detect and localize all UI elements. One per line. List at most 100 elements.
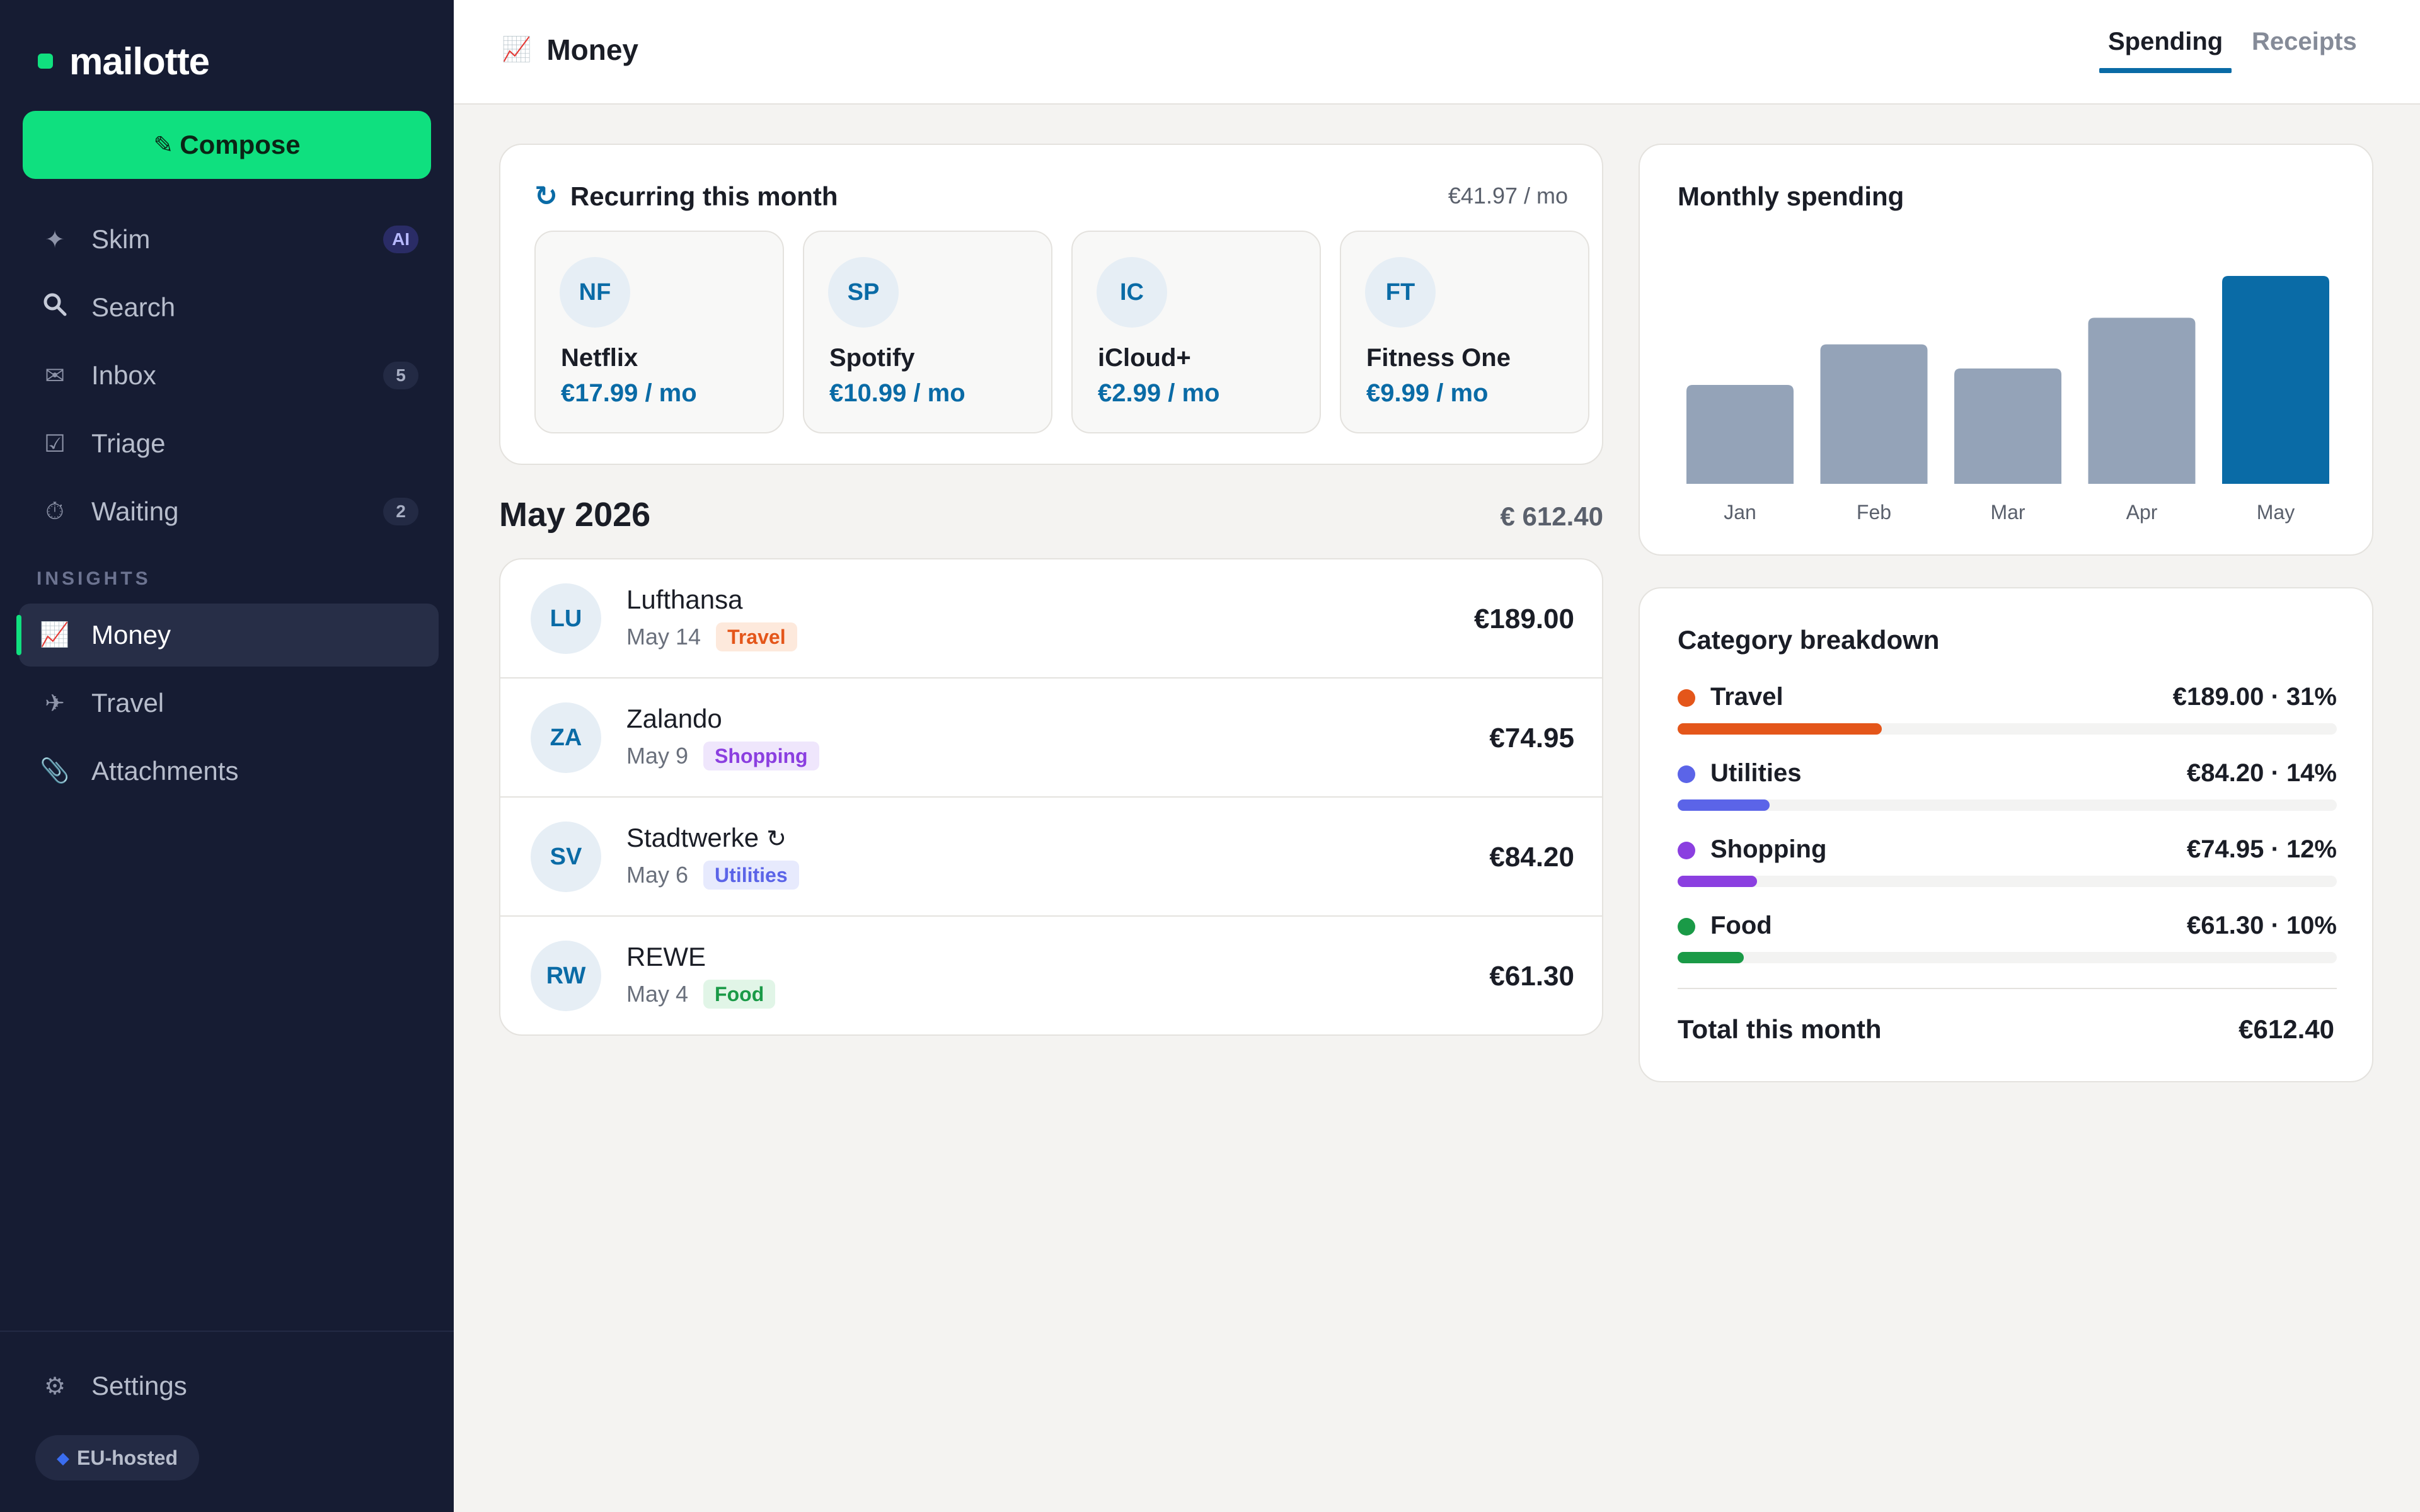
sidebar-item-skim[interactable]: ✦ Skim AI [19, 208, 439, 271]
category-value: €84.20 · 14% [2187, 759, 2337, 787]
category-tag[interactable]: Shopping [703, 742, 819, 770]
table-row[interactable]: ZA Zalando May 9 Shopping €74.95 [500, 679, 1602, 798]
insights-section-label: INSIGHTS [37, 568, 151, 589]
breakdown-row-travel[interactable]: Travel €189.00 · 31% [1678, 682, 2337, 738]
sparkle-icon: ✦ [45, 226, 65, 253]
bar-mar[interactable] [1954, 368, 2061, 484]
app-name: mailotte [69, 40, 210, 83]
transaction-meta: May 14 Travel [626, 622, 797, 651]
category-name: Food [1710, 912, 1772, 939]
sidebar-item-travel[interactable]: ✈ Travel [19, 672, 439, 735]
category-breakdown-card: Category breakdown Travel €189.00 · 31% … [1639, 587, 2373, 1082]
x-tick-label: Jan [1724, 501, 1756, 524]
subscription-card-fitness-one[interactable]: FT Fitness One €9.99 / mo [1340, 231, 1589, 433]
monthly-spending-card: Monthly spending Jan Feb Mar Apr May [1639, 144, 2373, 556]
avatar: NF [560, 257, 630, 328]
monthly-spending-chart: Jan Feb Mar Apr May [1686, 276, 2329, 524]
avatar: ZA [531, 702, 601, 773]
transaction-meta: May 6 Utilities [626, 861, 799, 890]
gear-icon: ⚙ [43, 1373, 66, 1400]
sidebar-item-label: Search [91, 292, 176, 322]
progress-fill [1678, 952, 1744, 963]
bar-feb[interactable] [1820, 344, 1928, 484]
subscription-price: €2.99 / mo [1098, 379, 1220, 407]
category-dot [1678, 842, 1695, 859]
sidebar-item-label: Settings [91, 1371, 187, 1400]
x-tick-label: May [2257, 501, 2295, 524]
category-value: €61.30 · 10% [2187, 912, 2337, 939]
transactions-list: LU Lufthansa May 14 Travel €189.00 ZA Za… [499, 558, 1603, 1036]
app-logo[interactable]: mailotte [38, 39, 210, 83]
merchant-name: Lufthansa [626, 585, 743, 614]
progress-track [1678, 799, 2337, 811]
top-bar: 📈 Money Spending Receipts [454, 0, 2420, 105]
progress-track [1678, 952, 2337, 963]
sidebar: mailotte ✎ Compose ✦ Skim AI Search ✉ In… [0, 0, 454, 1512]
sidebar-item-label: Skim [91, 224, 151, 254]
breakdown-row-utilities[interactable]: Utilities €84.20 · 14% [1678, 758, 2337, 815]
subscription-card-spotify[interactable]: SP Spotify €10.99 / mo [803, 231, 1052, 433]
subscription-price: €17.99 / mo [561, 379, 697, 407]
progress-fill [1678, 799, 1770, 811]
breakdown-row-shopping[interactable]: Shopping €74.95 · 12% [1678, 834, 2337, 891]
transaction-amount: €61.30 [1489, 961, 1574, 992]
stopwatch-icon: ⏱ [45, 498, 64, 525]
progress-fill [1678, 723, 1882, 735]
sidebar-item-waiting[interactable]: ⏱ Waiting 2 [19, 480, 439, 543]
category-tag[interactable]: Travel [716, 622, 797, 651]
sidebar-item-money[interactable]: 📈 Money [16, 604, 439, 667]
progress-track [1678, 876, 2337, 887]
tab-spending[interactable]: Spending [2099, 28, 2232, 73]
avatar: FT [1365, 257, 1436, 328]
sidebar-item-triage[interactable]: ☑ Triage [19, 412, 439, 475]
bar-may[interactable] [2222, 276, 2329, 484]
bar-apr[interactable] [2088, 318, 2196, 484]
subscription-name: Spotify [829, 344, 915, 372]
subscription-card-icloud[interactable]: IC iCloud+ €2.99 / mo [1071, 231, 1321, 433]
table-row[interactable]: RW REWE May 4 Food €61.30 [500, 917, 1602, 1034]
sidebar-item-label: Inbox [91, 360, 156, 390]
table-row[interactable]: SV Stadtwerke ↻ May 6 Utilities €84.20 [500, 798, 1602, 917]
sidebar-item-inbox[interactable]: ✉ Inbox 5 [19, 344, 439, 407]
merchant-name: Stadtwerke [626, 823, 759, 852]
tab-receipts[interactable]: Receipts [2252, 28, 2357, 55]
transaction-amount: €74.95 [1489, 723, 1574, 753]
x-tick-label: Apr [2126, 501, 2158, 524]
transaction-meta: May 9 Shopping [626, 742, 819, 770]
total-value: €612.40 [2238, 1014, 2334, 1044]
chart-icon: 📈 [502, 37, 532, 63]
x-tick-label: Feb [1857, 501, 1891, 524]
checkbox-icon: ☑ [43, 430, 66, 457]
recurring-title: Recurring this month [570, 181, 838, 211]
refresh-icon: ↻ [534, 181, 558, 212]
compose-label: Compose [180, 130, 301, 159]
avatar: RW [531, 941, 601, 1011]
progress-fill [1678, 876, 1757, 887]
transaction-date: May 4 [626, 981, 689, 1007]
avatar: SP [828, 257, 899, 328]
table-row[interactable]: LU Lufthansa May 14 Travel €189.00 [500, 559, 1602, 679]
subscription-price: €9.99 / mo [1366, 379, 1489, 407]
breakdown-row-food[interactable]: Food €61.30 · 10% [1678, 910, 2337, 967]
category-name: Shopping [1710, 835, 1827, 863]
inbox-count-badge: 5 [383, 362, 418, 389]
sidebar-item-search[interactable]: Search [19, 276, 439, 339]
airplane-icon: ✈ [45, 690, 65, 717]
subscription-card-netflix[interactable]: NF Netflix €17.99 / mo [534, 231, 784, 433]
compose-button[interactable]: ✎ Compose [23, 111, 431, 179]
subscription-name: Fitness One [1366, 344, 1511, 372]
category-value: €189.00 · 31% [2172, 683, 2337, 711]
merchant-name: REWE [626, 942, 706, 971]
avatar: LU [531, 583, 601, 654]
page-title-text: Money [546, 33, 639, 66]
chart-title: Monthly spending [1678, 181, 1904, 211]
bar-jan[interactable] [1686, 385, 1794, 484]
recurring-icon: ↻ [766, 826, 786, 852]
sidebar-item-settings[interactable]: ⚙ Settings [19, 1354, 439, 1418]
category-tag[interactable]: Food [703, 980, 776, 1009]
category-tag[interactable]: Utilities [703, 861, 799, 890]
sidebar-item-attachments[interactable]: 📎 Attachments [19, 740, 439, 803]
paperclip-icon: 📎 [40, 758, 70, 784]
subscription-name: Netflix [561, 344, 638, 372]
